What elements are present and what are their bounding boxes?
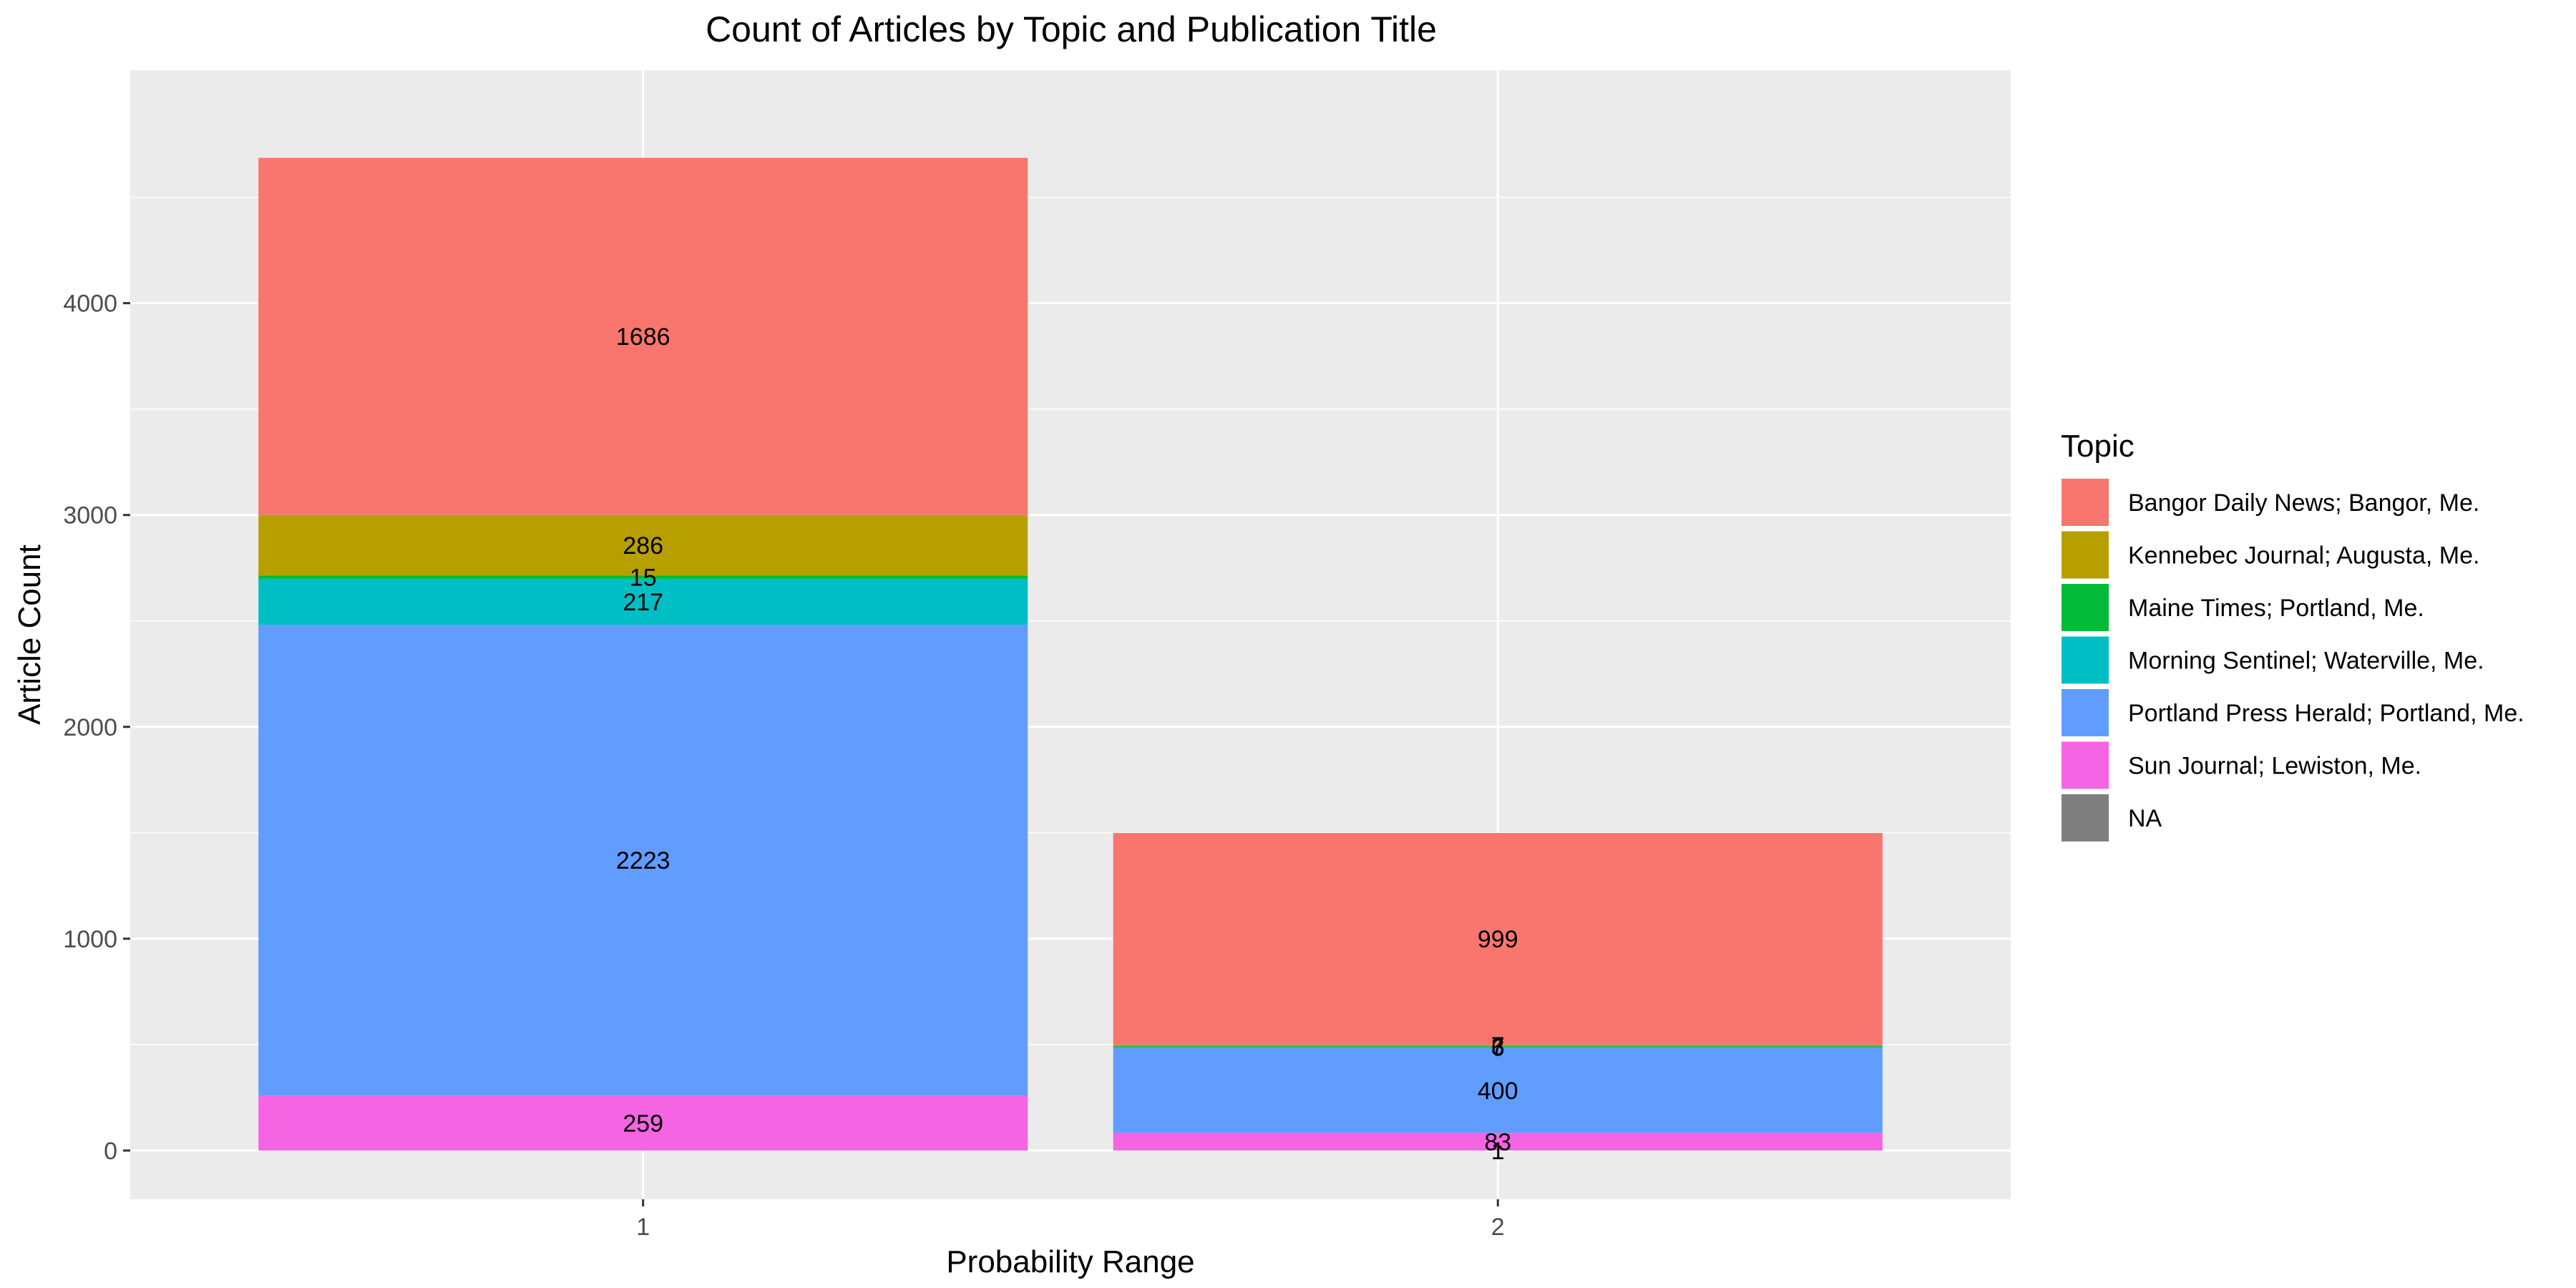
legend: Topic Bangor Daily News; Bangor, Me. Kenn… <box>2060 429 2524 843</box>
legend-label: Bangor Daily News; Bangor, Me. <box>2128 489 2479 517</box>
y-tick-label: 0 <box>104 1138 117 1165</box>
bar-segment <box>258 1096 1028 1151</box>
bar-value-label: 15 <box>630 565 657 592</box>
bar-value-label: 6 <box>1491 1035 1505 1062</box>
legend-label: Sun Journal; Lewiston, Me. <box>2128 753 2421 780</box>
bar-segment <box>258 157 1028 515</box>
x-axis-title: Probability Range <box>946 1244 1194 1279</box>
bar-value-label: 400 <box>1478 1078 1518 1105</box>
bar-value-label: 286 <box>623 532 663 560</box>
bar-segment <box>258 578 1028 625</box>
legend-key <box>2060 688 2110 738</box>
bar-segment <box>1113 1044 1883 1046</box>
bar-segment <box>258 625 1028 1096</box>
bar-segment <box>258 514 1028 576</box>
legend-label: NA <box>2128 805 2162 832</box>
legend-label: Maine Times; Portland, Me. <box>2128 595 2424 622</box>
bar-value-label: 999 <box>1478 926 1518 953</box>
y-tick-label: 2000 <box>63 714 117 741</box>
y-axis: 0 1000 2000 3000 4000 <box>63 291 130 1165</box>
bar-value-label: 217 <box>623 589 663 616</box>
y-tick-label: 1000 <box>63 926 117 953</box>
y-tick-label: 3000 <box>63 502 117 530</box>
bar-value-label: 259 <box>623 1111 663 1138</box>
bar-segment <box>1113 1045 1883 1047</box>
bar-segment <box>1113 1046 1883 1048</box>
legend-key <box>2060 635 2110 686</box>
legend-label: Morning Sentinel; Waterville, Me. <box>2128 648 2484 675</box>
chart-title: Count of Articles by Topic and Publicati… <box>706 9 1437 49</box>
bar-stacks <box>258 157 1883 1151</box>
legend-title: Topic <box>2061 429 2135 464</box>
bar-value-label: 7 <box>1491 1033 1505 1060</box>
bar-value-label: 2223 <box>616 847 670 874</box>
bar-segment <box>1113 1133 1883 1151</box>
bar-value-label: 1 <box>1491 1138 1505 1165</box>
y-axis-title: Article Count <box>12 545 47 725</box>
bar-segment <box>1113 1048 1883 1133</box>
legend-key <box>2060 740 2110 791</box>
x-tick-label: 1 <box>636 1214 650 1241</box>
bar-value-label: 83 <box>1484 1128 1511 1156</box>
legend-label: Portland Press Herald; Portland, Me. <box>2128 700 2524 727</box>
legend-label: Kennebec Journal; Augusta, Me. <box>2128 542 2479 570</box>
x-tick-label: 2 <box>1491 1214 1505 1241</box>
legend-key <box>2060 582 2110 633</box>
bar-value-label: 1686 <box>616 323 670 351</box>
legend-key <box>2060 477 2110 527</box>
y-tick-label: 4000 <box>63 291 117 318</box>
legend-key <box>2060 530 2110 580</box>
bar-value-label: 3 <box>1491 1033 1505 1060</box>
bar-segment <box>1113 833 1883 1045</box>
legend-key <box>2060 793 2110 843</box>
bar-segment <box>258 575 1028 579</box>
